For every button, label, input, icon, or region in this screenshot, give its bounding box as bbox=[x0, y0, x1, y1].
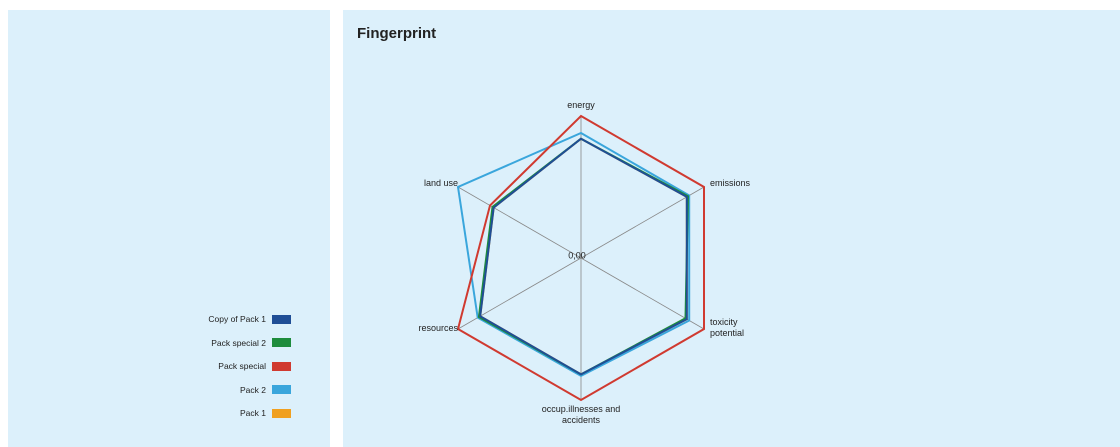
spoke bbox=[580, 257, 705, 330]
axis-label: toxicity potential bbox=[710, 317, 745, 338]
spoke bbox=[457, 257, 582, 330]
legend-label: Pack 1 bbox=[240, 408, 266, 418]
legend-label: Pack 2 bbox=[240, 384, 266, 395]
legend-swatch bbox=[272, 408, 291, 418]
axis-label: occup.illnesses and accidents bbox=[541, 404, 621, 425]
legend-swatch bbox=[272, 361, 291, 371]
legend-panel: Copy of Pack 1 Pack special 2 Pack special… bbox=[8, 10, 330, 447]
legend-swatch bbox=[272, 338, 291, 347]
legend-swatch bbox=[272, 385, 291, 394]
chart-panel: Fingerprint 0,00 energy emissions toxicity… bbox=[343, 10, 1120, 447]
r-tick-label: 0,00 bbox=[568, 250, 586, 260]
series-line bbox=[456, 131, 691, 378]
series-line bbox=[456, 114, 705, 402]
legend-swatch bbox=[272, 314, 291, 324]
axis-label: resources bbox=[418, 323, 458, 333]
series-line bbox=[479, 137, 688, 376]
axis-label: land use bbox=[423, 178, 458, 188]
legend-label: Copy of Pack 1 bbox=[208, 314, 266, 324]
axis-label: emissions bbox=[710, 178, 751, 188]
legend-item: Pack 1 bbox=[240, 407, 291, 419]
radar-chart: 0,00 bbox=[456, 114, 705, 402]
spoke bbox=[580, 186, 705, 259]
legend-item: Pack 2 bbox=[240, 384, 291, 396]
chart-title: Fingerprint bbox=[357, 25, 437, 42]
legend-item: Pack special bbox=[218, 360, 291, 372]
legend-label: Pack special 2 bbox=[211, 337, 266, 348]
legend-item: Copy of Pack 1 bbox=[208, 313, 291, 325]
legend-label: Pack special bbox=[218, 361, 266, 371]
spoke bbox=[457, 186, 582, 259]
legend-item: Pack special 2 bbox=[211, 337, 291, 349]
axis-label: energy bbox=[567, 100, 595, 110]
